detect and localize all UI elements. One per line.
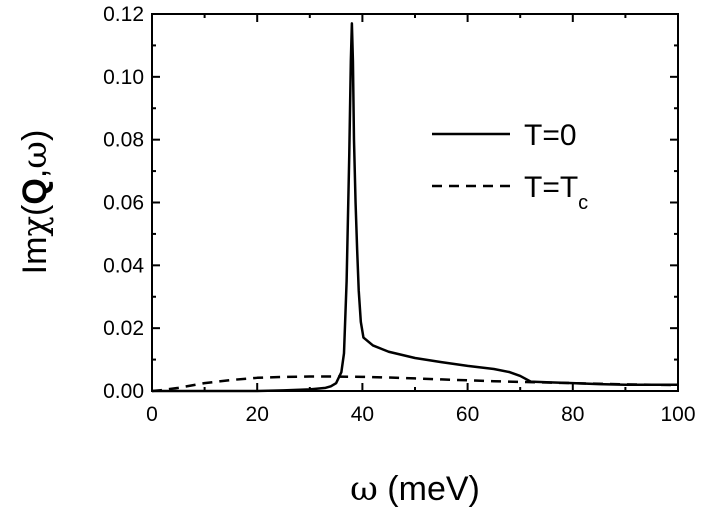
- legend: T=0 T=Tc: [432, 119, 588, 214]
- y-tick-label: 0.08: [103, 129, 144, 152]
- legend-label-t0: T=0: [524, 119, 577, 152]
- y-tick-label: 0.00: [103, 380, 144, 403]
- series-line-tc: [151, 375, 679, 393]
- series-line-t0: [152, 22, 678, 393]
- x-tick-label: 20: [246, 403, 269, 426]
- legend-label-tc-sub: c: [578, 192, 588, 214]
- legend-label-tc: T=Tc: [524, 171, 588, 214]
- tick-labels: 0 20 40 60 80 100 0.00 0.02 0.04 0.06 0.08 0.10 0.12: [103, 3, 695, 426]
- y-tick-label: 0.10: [103, 66, 144, 89]
- y-tick-label: 0.04: [103, 254, 144, 277]
- x-axis-title: ω (meV): [350, 469, 480, 509]
- x-tick-label: 100: [660, 403, 695, 426]
- y-tick-label: 0.06: [103, 192, 144, 215]
- y-tick-label: 0.12: [103, 3, 144, 26]
- ticks: [151, 13, 679, 392]
- y-axis-title: Imχ(Q,ω): [15, 130, 55, 275]
- x-tick-label: 60: [456, 403, 479, 426]
- y-tick-label: 0.02: [103, 317, 144, 340]
- series-group: [151, 22, 679, 393]
- plot-frame: [151, 13, 679, 392]
- legend-label-tc-main: T=T: [524, 171, 578, 204]
- x-tick-label: 40: [351, 403, 374, 426]
- x-tick-label: 0: [146, 403, 158, 426]
- x-tick-label: 80: [561, 403, 584, 426]
